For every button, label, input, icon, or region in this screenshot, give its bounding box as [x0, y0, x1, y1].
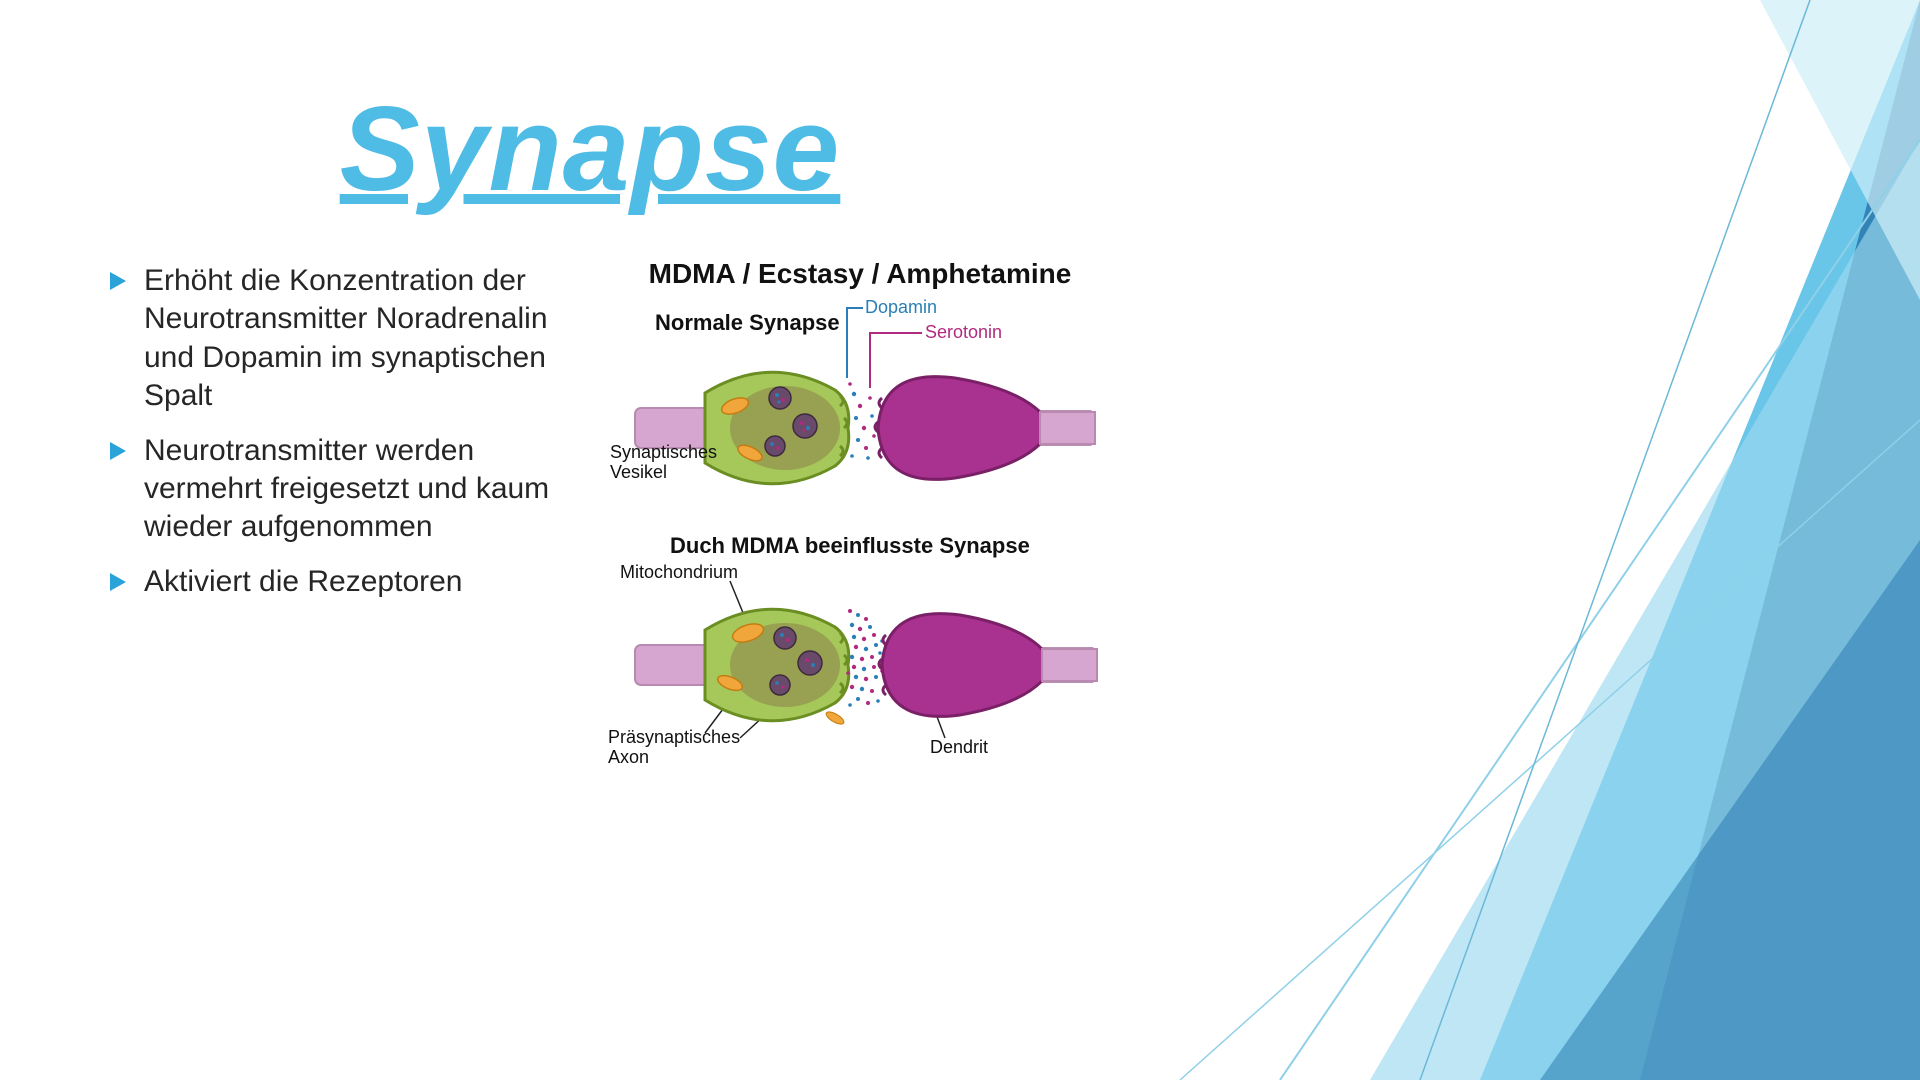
synapse-diagram: MDMA / Ecstasy / Amphetamine Normale Syn…	[620, 258, 1100, 803]
background-decoration	[1120, 0, 1920, 1080]
diagram-title: MDMA / Ecstasy / Amphetamine	[620, 258, 1100, 290]
bullet-text: Erhöht die Konzentration der Neurotransm…	[144, 262, 590, 416]
callout-axon: Präsynaptisches Axon	[608, 728, 740, 768]
diagram-subtitle-mdma: Duch MDMA beeinflusste Synapse	[670, 533, 1030, 559]
list-item: Erhöht die Konzentration der Neurotransm…	[110, 262, 590, 416]
diagram-panel-mdma: Duch MDMA beeinflusste Synapse Mitochond…	[620, 533, 1100, 793]
diagram-panel-normal: Normale Synapse Dopamin Serotonin Synapt…	[620, 298, 1100, 523]
callout-dendrit: Dendrit	[930, 738, 988, 758]
callout-vesikel: Synaptisches Vesikel	[610, 443, 717, 483]
callout-mitochondrium: Mitochondrium	[620, 563, 738, 583]
bullet-marker-icon	[110, 442, 126, 460]
callout-dopamin: Dopamin	[865, 298, 937, 318]
diagram-subtitle-normal: Normale Synapse	[655, 310, 840, 336]
bullet-text: Aktiviert die Rezeptoren	[144, 563, 463, 601]
list-item: Neurotransmitter werden vermehrt freiges…	[110, 432, 590, 547]
bullet-text: Neurotransmitter werden vermehrt freiges…	[144, 432, 590, 547]
bullet-marker-icon	[110, 573, 126, 591]
list-item: Aktiviert die Rezeptoren	[110, 563, 590, 601]
bullet-list: Erhöht die Konzentration der Neurotransm…	[110, 262, 590, 617]
page-title: Synapse	[0, 80, 1180, 218]
bullet-marker-icon	[110, 272, 126, 290]
callout-serotonin: Serotonin	[925, 323, 1002, 343]
